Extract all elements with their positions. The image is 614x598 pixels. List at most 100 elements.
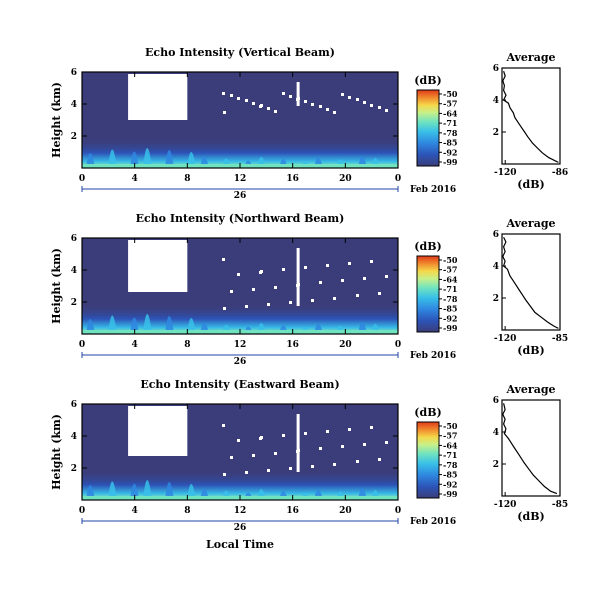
colorbar-tick-label: -78 bbox=[443, 460, 458, 470]
no-data-speck bbox=[304, 100, 307, 103]
x-tick-label: 0 bbox=[79, 174, 85, 184]
x-tick-label: 4 bbox=[132, 506, 138, 516]
no-data-speck bbox=[319, 447, 322, 450]
y-tick-label: 4 bbox=[71, 100, 77, 110]
echo-plume bbox=[130, 151, 139, 168]
no-data-speck bbox=[245, 471, 248, 474]
no-data-speck bbox=[237, 273, 240, 276]
x-tick-label: 0 bbox=[79, 506, 85, 516]
no-data-speck bbox=[274, 110, 277, 113]
profile-y-tick-label: 6 bbox=[493, 230, 499, 240]
day-label: 26 bbox=[234, 523, 247, 533]
colorbar-tick-label: -71 bbox=[443, 450, 457, 460]
day-label: 26 bbox=[234, 191, 247, 201]
no-data-speck bbox=[341, 93, 344, 96]
profile-line bbox=[502, 236, 559, 329]
panel-1: Echo Intensity (Vertical Beam) 0 4 8 12 16 20 0… bbox=[50, 46, 568, 201]
no-data-speck bbox=[282, 92, 285, 95]
profile-line bbox=[502, 71, 559, 163]
no-data-speck bbox=[223, 307, 226, 310]
colorbar-tick-label: -71 bbox=[443, 284, 457, 294]
profile-y-tick-label: 4 bbox=[493, 428, 499, 438]
profile-x-tick-label: -85 bbox=[552, 334, 568, 344]
profile-y-tick-label: 2 bbox=[493, 294, 499, 304]
no-data-speck bbox=[378, 458, 381, 461]
no-data-speck bbox=[252, 288, 255, 291]
colorbar-tick-label: -64 bbox=[443, 108, 458, 118]
no-data-speck bbox=[363, 277, 366, 280]
x-tick-label: 8 bbox=[184, 340, 190, 350]
x-tick-label: 20 bbox=[339, 506, 352, 516]
no-data-speck bbox=[370, 104, 373, 107]
echo-plume bbox=[130, 317, 139, 334]
no-data-speck bbox=[333, 297, 336, 300]
y-tick-label: 6 bbox=[71, 234, 77, 244]
x-tick-label: 4 bbox=[132, 174, 138, 184]
no-data-speck bbox=[356, 294, 359, 297]
x-tick-label: 0 bbox=[79, 340, 85, 350]
no-data-speck bbox=[267, 469, 270, 472]
no-data-speck bbox=[326, 430, 329, 433]
no-data-speck bbox=[385, 441, 388, 444]
colorbar-tick-label: -57 bbox=[443, 265, 457, 275]
profile-title: Average bbox=[505, 383, 555, 396]
no-data-speck bbox=[222, 92, 225, 95]
profile-title: Average bbox=[505, 217, 555, 230]
no-data-speck bbox=[348, 96, 351, 99]
no-data-speck bbox=[237, 439, 240, 442]
colorbar-unit: (dB) bbox=[414, 406, 441, 419]
x-tick-label: 12 bbox=[234, 174, 247, 184]
y-tick-label: 2 bbox=[71, 464, 77, 474]
no-data-speck bbox=[274, 286, 277, 289]
date-label: Feb 2016 bbox=[410, 351, 456, 361]
no-data-speck bbox=[311, 103, 314, 106]
no-data-speck bbox=[311, 299, 314, 302]
no-data-speck bbox=[230, 456, 233, 459]
profile-x-tick-label: -120 bbox=[494, 334, 517, 344]
y-axis-label: Height (km) bbox=[50, 82, 63, 158]
profile-frame bbox=[501, 67, 561, 165]
profile-y-tick-label: 4 bbox=[493, 262, 499, 272]
echo-plume bbox=[143, 314, 152, 334]
y-tick-label: 6 bbox=[71, 68, 77, 78]
y-axis-label: Height (km) bbox=[50, 248, 63, 324]
no-data-speck bbox=[304, 432, 307, 435]
echo-plume bbox=[165, 482, 174, 500]
profile-y-tick-label: 6 bbox=[493, 64, 499, 74]
no-data-speck bbox=[356, 460, 359, 463]
echo-plume bbox=[165, 316, 174, 334]
echo-plume bbox=[108, 481, 117, 500]
no-data-speck bbox=[370, 426, 373, 429]
x-tick-label: 16 bbox=[286, 340, 299, 350]
colorbar-tick-label: -78 bbox=[443, 128, 458, 138]
x-tick-label: 0 bbox=[395, 340, 401, 350]
colorbar-tick-label: -57 bbox=[443, 99, 457, 109]
profile-frame bbox=[501, 233, 561, 331]
colorbar-tick-label: -50 bbox=[443, 255, 458, 265]
y-tick-label: 4 bbox=[71, 432, 77, 442]
profile-y-tick-label: 2 bbox=[493, 128, 499, 138]
x-tick-label: 8 bbox=[184, 506, 190, 516]
colorbar bbox=[416, 421, 440, 499]
colorbar-tick-label: -64 bbox=[443, 440, 458, 450]
y-tick-label: 2 bbox=[71, 298, 77, 308]
no-data-speck bbox=[363, 443, 366, 446]
echo-plume bbox=[165, 150, 174, 168]
heatmap-title: Echo Intensity (Eastward Beam) bbox=[140, 378, 339, 391]
no-data-speck bbox=[378, 292, 381, 295]
x-tick-label: 16 bbox=[286, 506, 299, 516]
echo-plume bbox=[130, 483, 139, 500]
no-data-speck bbox=[363, 101, 366, 104]
date-label: Feb 2016 bbox=[410, 517, 456, 527]
no-data-region bbox=[128, 240, 188, 292]
colorbar-tick-label: -57 bbox=[443, 431, 457, 441]
no-data-speck bbox=[385, 275, 388, 278]
colorbar-tick-label: -85 bbox=[443, 138, 457, 148]
y-axis-label: Height (km) bbox=[50, 414, 63, 490]
no-data-speck bbox=[282, 434, 285, 437]
no-data-streak bbox=[296, 82, 300, 106]
no-data-speck bbox=[274, 452, 277, 455]
x-axis-label: Local Time bbox=[206, 538, 274, 551]
no-data-speck bbox=[356, 98, 359, 101]
colorbar-tick-label: -99 bbox=[443, 157, 458, 167]
